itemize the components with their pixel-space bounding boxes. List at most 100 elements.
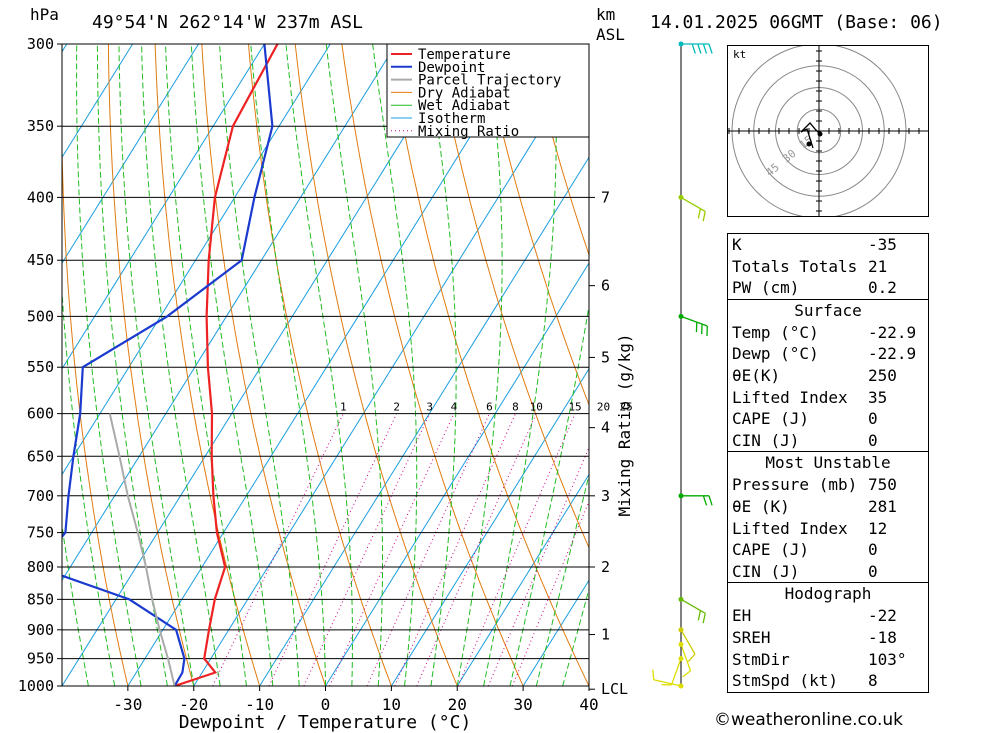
isotherm xyxy=(62,44,199,265)
legend-entry: Parcel Trajectory xyxy=(418,73,561,89)
legend-entry: Wet Adiabat xyxy=(418,98,511,114)
dewpoint-profile xyxy=(62,44,274,686)
surface-label: CAPE (J) xyxy=(732,409,810,429)
hodograph-table-title: Hodograph xyxy=(728,582,928,605)
wind-barb-flag xyxy=(697,610,702,621)
temperature-axis: -30 -20 -10 0 10 20 30 40 xyxy=(113,686,599,714)
hodograph-storm-dot xyxy=(806,141,812,147)
surface-value: 250 xyxy=(868,365,897,385)
temperature-tick-label: -20 xyxy=(179,695,208,714)
hodograph-trace xyxy=(800,122,821,149)
mixing-ratio-line xyxy=(329,413,455,686)
index-value: 21 xyxy=(868,256,888,276)
wet-adiabat xyxy=(62,521,89,686)
mixing-ratio-line xyxy=(212,413,344,686)
index-value: -35 xyxy=(868,235,897,254)
wind-barb-flag xyxy=(708,495,713,506)
surface-row: CIN (J) 0 xyxy=(728,430,928,452)
parcel-trajectory xyxy=(108,413,176,686)
most-unstable-row: θE (K) 281 xyxy=(728,496,928,518)
wind-barb xyxy=(680,644,692,671)
most-unstable-label: CAPE (J) xyxy=(732,540,810,560)
pressure-tick-label: 750 xyxy=(27,524,54,542)
legend-box xyxy=(386,43,590,138)
surface-title: Surface xyxy=(728,298,928,322)
pressure-tick-label: 900 xyxy=(27,621,54,639)
hodograph-unit: kt xyxy=(733,48,746,61)
mixing-ratio-labels: 1 2 3 4 6 8 10 15 20 25 xyxy=(340,401,633,414)
wind-barb-flag xyxy=(702,211,706,222)
wet-adiabat xyxy=(62,285,116,686)
index-row: Totals Totals 21 xyxy=(728,256,928,278)
wet-adiabat xyxy=(219,44,300,686)
surface-value: 0 xyxy=(868,409,878,429)
wind-barb-column xyxy=(652,41,713,689)
isotherm xyxy=(0,44,1,686)
pressure-tick-label: 800 xyxy=(27,558,54,576)
hodograph: kt 15 30 45 xyxy=(727,45,929,217)
wind-barb-flag xyxy=(652,669,655,680)
wind-barb-flag xyxy=(687,653,696,662)
surface-label: CIN (J) xyxy=(732,430,800,450)
height-axis: 7 6 5 4 3 2 1 LCL xyxy=(589,188,628,698)
most-unstable-row: CIN (J) 0 xyxy=(728,561,928,583)
surface-row: Temp (°C) -22.9 xyxy=(728,322,928,344)
mixing-ratio-line xyxy=(416,413,537,686)
mixing-ratio-label: 3 xyxy=(426,401,433,414)
wet-adiabat-lines xyxy=(62,44,589,686)
dry-adiabat xyxy=(201,44,326,686)
pressure-tick-label: 550 xyxy=(27,358,54,376)
index-label: Totals Totals xyxy=(732,256,858,276)
pressure-tick-label: 500 xyxy=(27,307,54,325)
pressure-axis: 300 350 400 450 500 550 600 650 700 750 800 850 900 9… xyxy=(18,35,62,695)
wet-adiabat xyxy=(76,44,142,686)
temperature-profile xyxy=(174,44,279,686)
surface-label: Lifted Index xyxy=(732,387,848,407)
wind-barb-flag xyxy=(697,43,702,54)
mixing-ratio-label: 1 xyxy=(340,401,347,414)
hodograph-table-label: SREH xyxy=(732,627,771,647)
wind-barb-flag xyxy=(691,43,696,54)
hodograph-table-row: EH -22 xyxy=(728,605,928,627)
surface-label: Dewp (°C) xyxy=(732,344,819,364)
legend-entry: Mixing Ratio xyxy=(418,124,519,140)
wind-barb xyxy=(653,679,682,687)
index-row: K -35 xyxy=(728,234,928,256)
isotherm xyxy=(325,262,589,686)
isotherm xyxy=(127,44,529,686)
pressure-tick-label: 650 xyxy=(27,447,54,465)
wet-adiabat xyxy=(325,44,383,686)
wet-adiabat xyxy=(456,44,503,686)
mixing-ratio-label: 6 xyxy=(486,401,493,414)
legend-entry: Dry Adiabat xyxy=(418,85,511,101)
wind-barb xyxy=(670,658,682,686)
most-unstable-value: 12 xyxy=(868,518,888,538)
mixing-ratio-label: 4 xyxy=(451,401,458,414)
wet-adiabat xyxy=(535,472,589,686)
pressure-tick-label: 700 xyxy=(27,487,54,505)
height-tick-label: 2 xyxy=(601,558,610,576)
pressure-unit: hPa xyxy=(30,5,59,24)
surface-label: Temp (°C) xyxy=(732,322,819,342)
hodograph-table-value: 8 xyxy=(868,671,878,691)
pressure-lines xyxy=(62,43,589,687)
pressure-tick-label: 350 xyxy=(27,117,54,135)
legend-entry: Temperature xyxy=(418,47,511,63)
mixing-ratio-line xyxy=(394,413,516,686)
most-unstable-label: θE (K) xyxy=(732,496,790,516)
surface-label: θE(K) xyxy=(732,365,781,385)
dry-adiabat xyxy=(949,44,1000,686)
most-unstable-value: 281 xyxy=(868,496,897,516)
temperature-tick-label: 10 xyxy=(382,695,401,714)
height-tick-label: 6 xyxy=(601,277,610,295)
isotherm xyxy=(62,44,463,686)
surface-value: 0 xyxy=(868,430,878,450)
hodograph-table-row: SREH -18 xyxy=(728,627,928,649)
hodograph-table-value: -18 xyxy=(868,627,897,647)
height-tick-label: 5 xyxy=(601,348,610,366)
mixing-ratio-line xyxy=(268,413,398,686)
surface-row: Dewp (°C) -22.9 xyxy=(728,343,928,365)
